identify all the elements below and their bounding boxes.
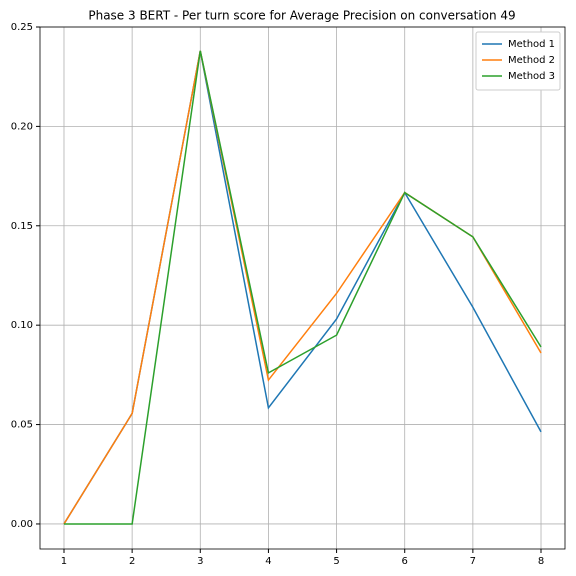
chart-title: Phase 3 BERT - Per turn score for Averag…: [88, 9, 515, 23]
legend-label: Method 1: [508, 39, 555, 50]
y-tick-label: 0.05: [11, 420, 33, 431]
y-tick-label: 0.20: [11, 121, 33, 132]
x-tick-label: 7: [470, 556, 476, 567]
y-tick-label: 0.15: [11, 221, 33, 232]
x-tick-label: 1: [61, 556, 67, 567]
legend-label: Method 2: [508, 55, 555, 66]
x-tick-label: 4: [265, 556, 271, 567]
y-tick-label: 0.25: [11, 22, 33, 33]
x-tick-label: 6: [402, 556, 408, 567]
x-tick-label: 3: [197, 556, 203, 567]
x-tick-label: 2: [129, 556, 135, 567]
y-tick-label: 0.10: [11, 320, 33, 331]
x-tick-label: 5: [333, 556, 339, 567]
legend-label: Method 3: [508, 71, 555, 82]
series-line: [63, 50, 542, 525]
x-tick-label: 8: [538, 556, 544, 567]
y-tick-label: 0.00: [11, 519, 33, 530]
plot-frame: [39, 26, 566, 550]
